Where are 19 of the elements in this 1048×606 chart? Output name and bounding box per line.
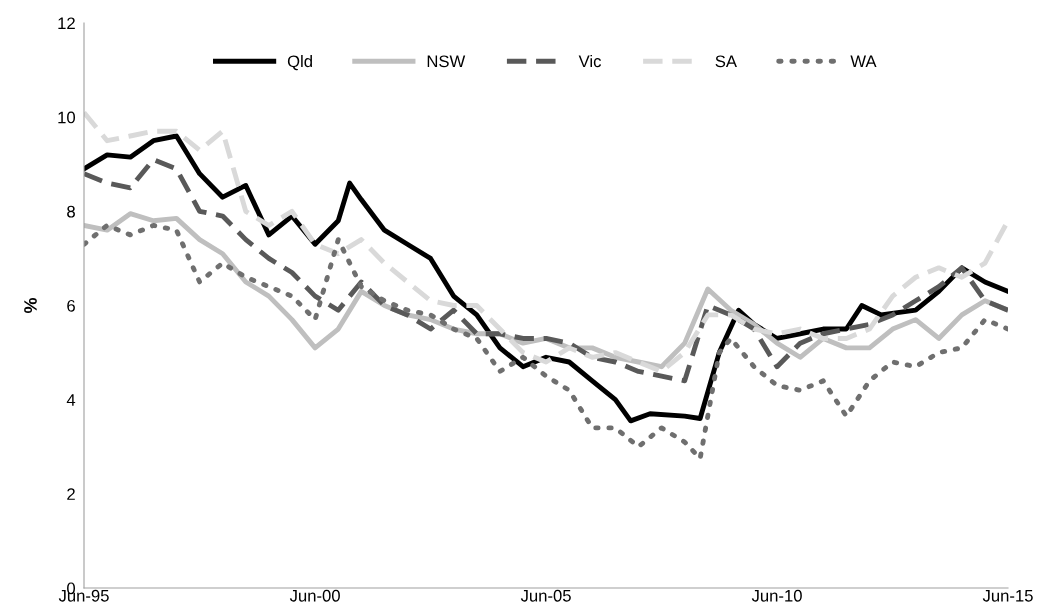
line-series: [84, 223, 1008, 461]
legend-label: NSW: [427, 55, 466, 68]
x-tick-label: Jun-15: [982, 590, 1033, 602]
x-tick-label: Jun-00: [289, 589, 340, 602]
y-tick-label: 12: [58, 17, 75, 30]
x-tick-label: Jun-10: [751, 589, 802, 602]
y-tick-label: 4: [66, 394, 76, 406]
y-axis-title: %: [24, 297, 37, 314]
legend-label: WA: [850, 55, 877, 68]
y-tick-label: 6: [67, 299, 75, 312]
line-series: [84, 157, 1008, 384]
y-tick-label: 10: [58, 111, 76, 124]
legend-label: SA: [715, 55, 737, 68]
line-series: [84, 110, 1008, 374]
legend-label: Qld: [287, 54, 312, 71]
y-tick-label: 8: [67, 205, 75, 218]
x-tick-label: Jun-05: [520, 589, 571, 602]
legend-label: Vic: [578, 54, 601, 68]
y-tick-label: 2: [67, 488, 75, 500]
